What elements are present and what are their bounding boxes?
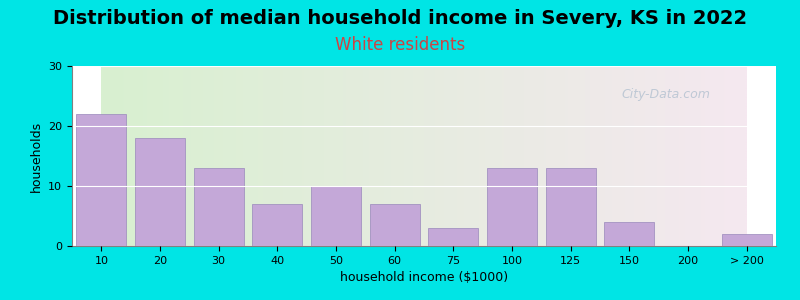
- Bar: [311, 186, 361, 246]
- Bar: [77, 114, 126, 246]
- Y-axis label: households: households: [30, 120, 42, 192]
- Bar: [194, 168, 243, 246]
- Text: City-Data.com: City-Data.com: [621, 88, 710, 100]
- Bar: [253, 204, 302, 246]
- Text: White residents: White residents: [335, 36, 465, 54]
- Bar: [605, 222, 654, 246]
- X-axis label: household income ($1000): household income ($1000): [340, 271, 508, 284]
- Bar: [487, 168, 537, 246]
- Bar: [429, 228, 478, 246]
- Bar: [135, 138, 185, 246]
- Bar: [722, 234, 771, 246]
- Text: Distribution of median household income in Severy, KS in 2022: Distribution of median household income …: [53, 9, 747, 28]
- Bar: [546, 168, 595, 246]
- Bar: [370, 204, 419, 246]
